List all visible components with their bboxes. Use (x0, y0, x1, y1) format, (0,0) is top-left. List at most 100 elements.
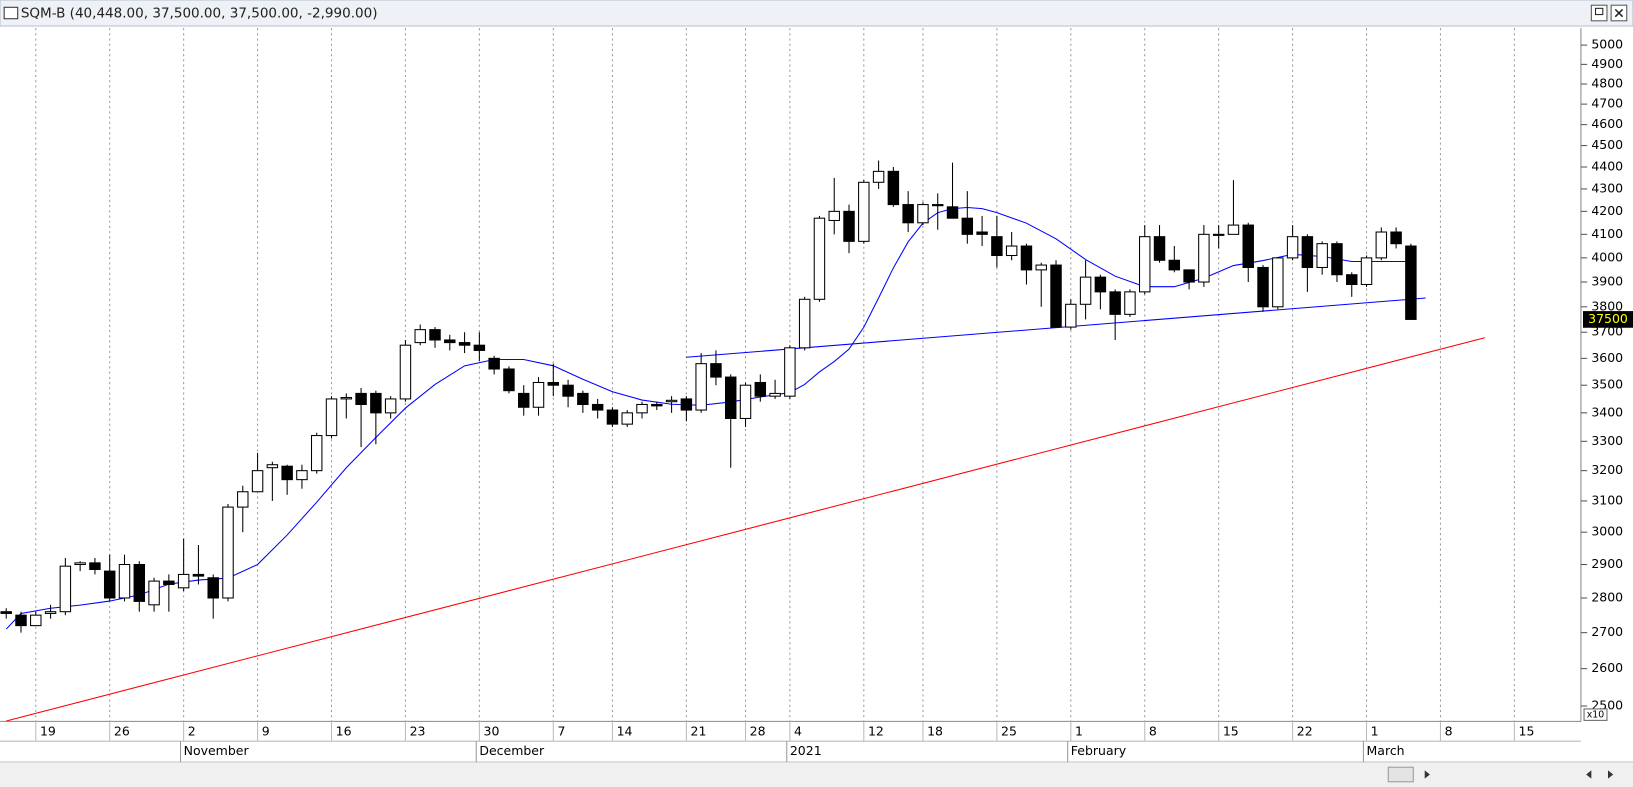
candle-body (724, 376, 737, 419)
candle-body (163, 580, 175, 585)
candle-body (1198, 233, 1210, 283)
y-tick-label: 2900 (1591, 556, 1623, 571)
candle-body (0, 611, 12, 614)
x-tick-label: 12 (868, 723, 884, 738)
candle-body (399, 344, 412, 400)
toolbar (0, 763, 1633, 787)
candle-body (177, 573, 190, 589)
candle-body (488, 357, 500, 370)
candle-body (1065, 303, 1077, 328)
candle-body (991, 236, 1003, 257)
candle-body (1153, 236, 1166, 261)
candle-body (370, 392, 382, 414)
y-tick-label: 4600 (1591, 116, 1623, 131)
x-tick-label: 4 (794, 723, 802, 738)
candle-body (1272, 257, 1284, 308)
candle-body (89, 562, 101, 570)
candle-body (503, 368, 515, 392)
y-tick-label: 3200 (1591, 462, 1623, 477)
candle-body (843, 210, 855, 242)
candle-body (444, 339, 456, 344)
candle-body (532, 381, 545, 408)
candle-body (1020, 245, 1033, 271)
window-icon (3, 6, 19, 20)
month-label: February (1071, 743, 1127, 758)
x-tick-label: 2 (188, 723, 196, 738)
y-tick-label: 3900 (1591, 274, 1623, 289)
window-title: SQM-B (40,448.00, 37,500.00, 37,500.00, … (21, 6, 378, 22)
candle-body (769, 392, 781, 397)
y-tick-label: 4100 (1591, 226, 1623, 241)
multiplier-box (1583, 708, 1608, 721)
candle-body (310, 435, 323, 472)
y-tick-label: 2700 (1591, 624, 1623, 639)
candle-body (902, 204, 914, 224)
candle-body (828, 210, 840, 222)
candle-body (133, 563, 146, 602)
candle-body (946, 206, 959, 219)
y-tick-label: 3400 (1591, 404, 1623, 419)
y-tick-label: 4400 (1591, 159, 1623, 174)
x-tick-label: 18 (927, 723, 943, 738)
candle-body (1331, 243, 1343, 276)
candle-body (665, 399, 678, 403)
candle-body (74, 562, 86, 566)
candle-body (813, 217, 826, 300)
axis-multiplier: x10 (1587, 710, 1604, 721)
candle-body (695, 363, 707, 411)
candle-body (281, 465, 293, 481)
x-tick-label: 22 (1297, 723, 1313, 738)
y-tick-label: 4900 (1591, 56, 1623, 71)
x-tick-label: 30 (484, 723, 500, 738)
y-tick-label: 2600 (1591, 660, 1623, 675)
trend-line (6, 337, 1485, 722)
x-tick-label: 28 (750, 723, 766, 738)
x-tick-label: 9 (262, 723, 270, 738)
candle-body (1316, 243, 1328, 268)
candle-body (340, 397, 353, 400)
title-bar (0, 0, 1633, 27)
y-tick-label: 3600 (1591, 350, 1623, 365)
candle-body (251, 470, 264, 493)
last-price-tag (1583, 311, 1633, 328)
restore-button[interactable] (1590, 4, 1608, 22)
x-tick-label: 15 (1519, 723, 1535, 738)
y-tick-label: 4500 (1591, 137, 1623, 152)
candle-body (192, 573, 205, 577)
candle-body (1168, 259, 1181, 271)
x-tick-label: 26 (114, 723, 130, 738)
x-tick-label: 7 (557, 723, 565, 738)
y-tick-label: 2800 (1591, 589, 1623, 604)
candle-body (266, 464, 279, 469)
scroll-thumb[interactable] (1387, 766, 1414, 783)
x-tick-label: 1 (1075, 723, 1083, 738)
candle-body (872, 170, 885, 183)
candle-body (429, 329, 441, 341)
x-tick-label: 8 (1445, 723, 1453, 738)
candle-body (384, 398, 397, 414)
y-tick-label: 5000 (1591, 37, 1623, 52)
candle-body (103, 570, 116, 599)
x-tick-label: 25 (1001, 723, 1017, 738)
candle-body (1286, 236, 1299, 259)
candle-body (1079, 276, 1092, 305)
x-tick-label: 1 (1371, 723, 1379, 738)
y-tick-label: 4200 (1591, 203, 1623, 218)
scroll-right[interactable] (1424, 770, 1430, 779)
x-tick-label: 16 (336, 723, 352, 738)
candle-body (621, 412, 633, 425)
x-tick-label: 14 (617, 723, 633, 738)
month-label: 2021 (790, 743, 822, 758)
candle-body (1360, 257, 1373, 285)
candle-body (1212, 233, 1225, 236)
y-tick-label: 3300 (1591, 433, 1623, 448)
candle-body (237, 491, 249, 508)
candle-body (1005, 245, 1018, 257)
candle-body (932, 204, 944, 207)
y-tick-label: 3500 (1591, 377, 1623, 392)
y-tick-label: 3100 (1591, 492, 1623, 507)
candle-body (458, 342, 471, 346)
candle-body (1109, 291, 1121, 315)
